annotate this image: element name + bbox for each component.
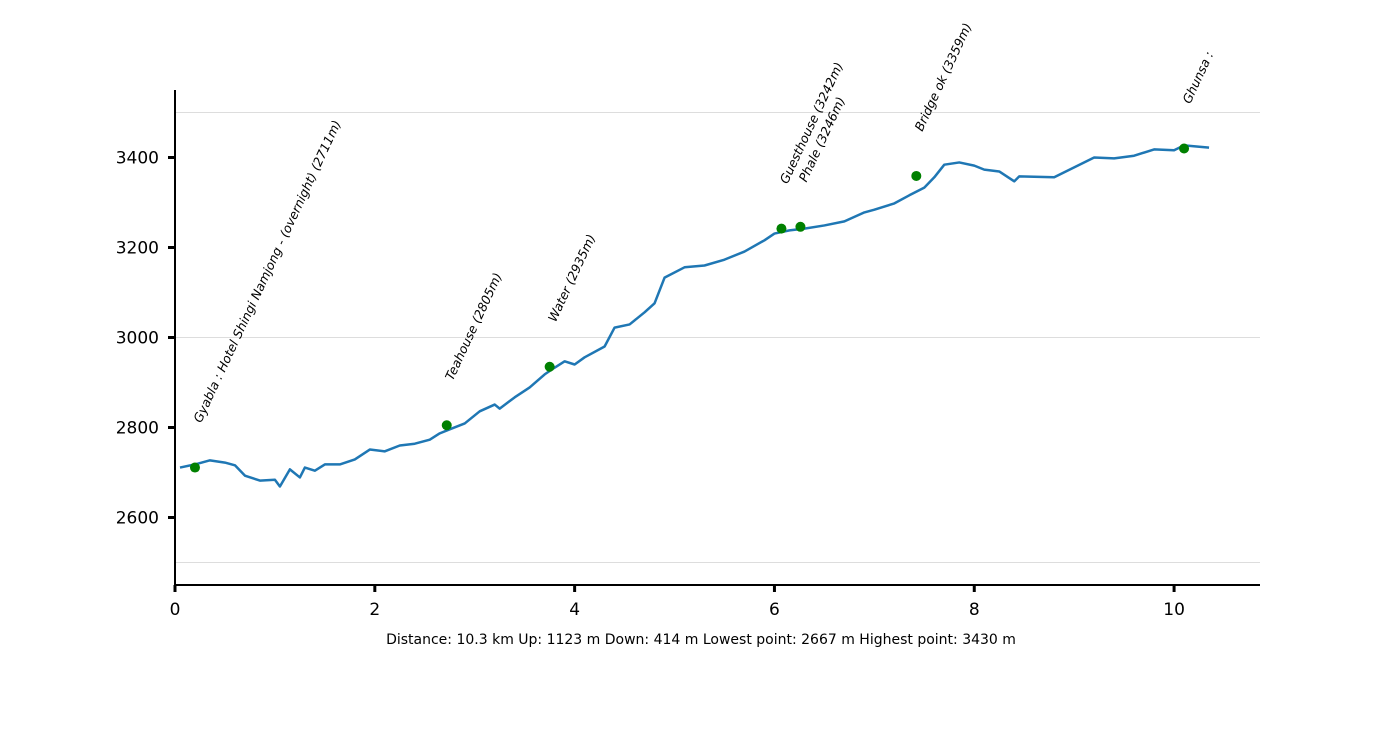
waypoint-marker [776, 223, 787, 234]
x-tick-label: 6 [769, 600, 780, 620]
waypoint-label: Water (2935m) [545, 232, 599, 324]
waypoint-label: Ghunsa : Kanchenj [1179, 0, 1242, 106]
y-tick-label: 2800 [116, 419, 159, 439]
y-tick-label: 3200 [116, 239, 159, 259]
summary: Distance: 10.3 km Up: 1123 m Down: 414 m… [386, 632, 1016, 648]
x-tick-label: 0 [170, 600, 181, 620]
y-tick-label: 2600 [116, 509, 159, 529]
x-tick-label: 8 [969, 600, 980, 620]
elevation-line [179, 144, 1210, 488]
waypoint-label: Bridge ok (3359m) [911, 21, 974, 134]
x-tick-label: 4 [569, 600, 580, 620]
waypoint-marker [441, 420, 452, 431]
y-tick-label: 3400 [116, 149, 159, 169]
x-tick-label: 10 [1163, 600, 1185, 620]
waypoint-marker [911, 170, 922, 181]
waypoint-marker [795, 221, 806, 232]
waypoint-marker [1179, 143, 1190, 154]
waypoint-marker [189, 462, 200, 473]
y-tick-label: 3000 [116, 329, 159, 349]
waypoint-marker [544, 361, 555, 372]
waypoint-label: Gyabla : Hotel Shingi Namjong - (overnig… [190, 118, 344, 425]
waypoint-label: Teahouse (2805m) [442, 270, 505, 382]
x-tick-label: 2 [369, 600, 380, 620]
